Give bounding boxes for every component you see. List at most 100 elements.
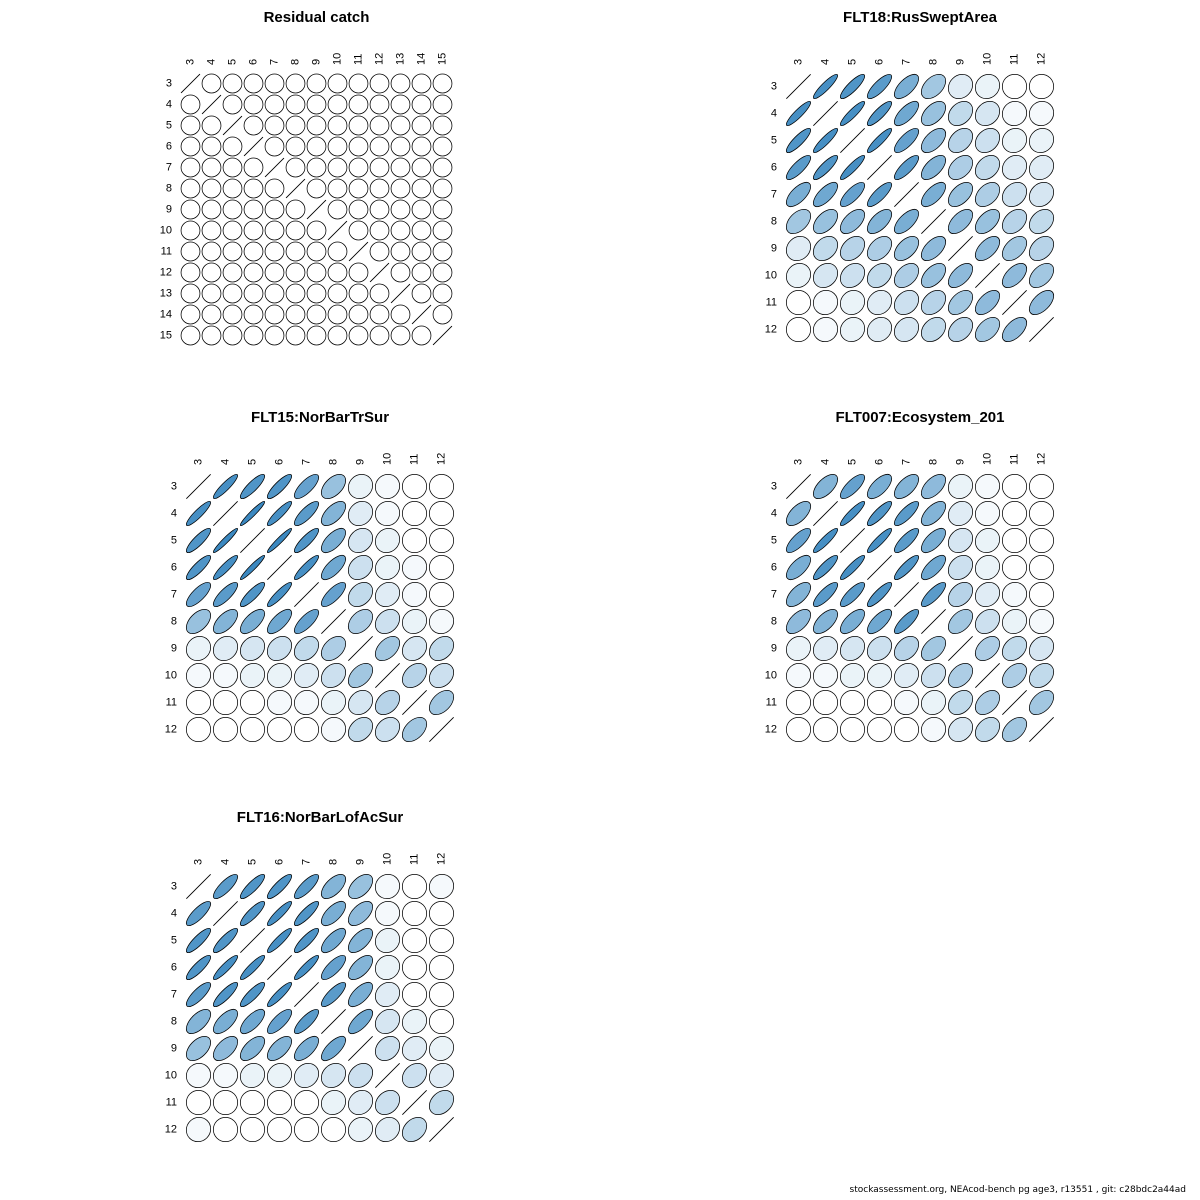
corr-ellipse	[839, 289, 866, 316]
corr-ellipse	[212, 716, 239, 743]
age-label-top: 9	[955, 459, 967, 465]
corr-ellipse	[839, 608, 866, 635]
corr-ellipse	[212, 927, 239, 954]
corr-ellipse	[947, 716, 974, 743]
corr-ellipse	[374, 581, 401, 608]
corr-ellipse	[947, 662, 974, 689]
corr-ellipse	[411, 115, 432, 136]
corr-ellipse	[812, 473, 839, 500]
corr-ellipse	[893, 154, 920, 181]
age-label-top: 11	[353, 54, 365, 65]
age-label-top: 11	[1009, 454, 1021, 465]
diagonal-unit-line	[348, 1036, 373, 1061]
corr-ellipse	[293, 1008, 320, 1035]
diagonal-unit-line	[180, 73, 201, 94]
diagonal-unit-line	[369, 262, 390, 283]
corr-ellipse	[390, 241, 411, 262]
corr-ellipse	[866, 262, 893, 289]
corr-ellipse	[185, 500, 212, 527]
corr-ellipse	[1028, 289, 1055, 316]
corr-ellipse	[348, 178, 369, 199]
corr-ellipse	[348, 325, 369, 346]
corr-ellipse	[185, 1089, 212, 1116]
age-label-left: 6	[771, 162, 777, 174]
corr-ellipse	[1028, 235, 1055, 262]
corr-ellipse	[264, 304, 285, 325]
corr-ellipse	[212, 1116, 239, 1143]
corr-ellipse	[1028, 554, 1055, 581]
corr-ellipse	[947, 500, 974, 527]
age-label-top: 10	[382, 853, 394, 865]
corr-ellipse	[839, 689, 866, 716]
age-label-left: 12	[160, 267, 172, 279]
corr-ellipse	[327, 304, 348, 325]
corr-ellipse	[347, 981, 374, 1008]
corr-ellipse	[374, 1035, 401, 1062]
corr-ellipse	[411, 220, 432, 241]
diagonal-unit-line	[429, 1117, 454, 1142]
age-label-left: 6	[171, 962, 177, 974]
corr-ellipse	[293, 1116, 320, 1143]
corr-ellipse	[920, 662, 947, 689]
corr-ellipse	[266, 1116, 293, 1143]
corr-ellipse	[428, 527, 455, 554]
corr-ellipse	[369, 241, 390, 262]
corr-ellipse	[185, 581, 212, 608]
corr-ellipse	[866, 608, 893, 635]
corr-ellipse	[374, 527, 401, 554]
corr-ellipse	[212, 554, 239, 581]
age-label-top: 11	[409, 454, 421, 465]
corr-ellipse	[347, 608, 374, 635]
diagonal-unit-line	[240, 928, 265, 953]
corr-ellipse	[1028, 73, 1055, 100]
diagonal-unit-line	[213, 501, 238, 526]
corr-ellipse	[839, 154, 866, 181]
age-label-top: 5	[247, 459, 259, 465]
age-label-top: 13	[395, 53, 407, 65]
corr-ellipse	[401, 608, 428, 635]
corr-ellipse	[222, 178, 243, 199]
corr-ellipse	[866, 689, 893, 716]
corr-ellipse	[374, 554, 401, 581]
corr-ellipse	[866, 73, 893, 100]
corr-ellipse	[243, 115, 264, 136]
corr-ellipse	[401, 1062, 428, 1089]
corr-ellipse	[428, 954, 455, 981]
diagonal-unit-line	[327, 220, 348, 241]
corr-ellipse	[785, 635, 812, 662]
corr-ellipse	[320, 716, 347, 743]
diagonal-unit-line	[948, 636, 973, 661]
corr-ellipse	[264, 178, 285, 199]
corr-ellipse	[374, 954, 401, 981]
corr-ellipse	[347, 873, 374, 900]
age-label-left: 7	[771, 589, 777, 601]
corr-ellipse	[180, 262, 201, 283]
corr-ellipse	[348, 115, 369, 136]
corr-ellipse	[293, 1035, 320, 1062]
corr-ellipse	[401, 662, 428, 689]
corr-ellipse	[348, 73, 369, 94]
corr-ellipse	[306, 283, 327, 304]
diagonal-unit-line	[975, 663, 1000, 688]
corr-ellipse	[947, 181, 974, 208]
age-label-left: 12	[165, 1124, 177, 1136]
corr-ellipse	[1028, 635, 1055, 662]
corr-ellipse	[293, 608, 320, 635]
corr-ellipse	[390, 157, 411, 178]
corr-ellipse	[212, 473, 239, 500]
corr-ellipse	[1028, 262, 1055, 289]
corr-ellipse	[201, 241, 222, 262]
age-label-left: 10	[165, 670, 177, 682]
age-label-top: 15	[437, 53, 449, 65]
age-label-top: 4	[820, 459, 832, 465]
corr-ellipse	[1001, 500, 1028, 527]
corr-ellipse	[432, 241, 453, 262]
corr-ellipse	[432, 115, 453, 136]
corr-ellipse	[212, 1008, 239, 1035]
corr-ellipse	[374, 927, 401, 954]
panel-flt007-ecosystem-201: FLT007:Ecosystem_201 3 4 5 6 7 8 9 10 11 12 3 4 5 6 7 8…	[750, 408, 1055, 743]
age-label-left: 4	[771, 508, 777, 520]
age-label-top: 7	[301, 859, 313, 865]
corr-ellipse	[285, 325, 306, 346]
panel-flt15-norbartrsur: FLT15:NorBarTrSur 3 4 5 6 7 8 9 10 11 12 3 4 5 6 7 8 9 10…	[150, 408, 455, 743]
